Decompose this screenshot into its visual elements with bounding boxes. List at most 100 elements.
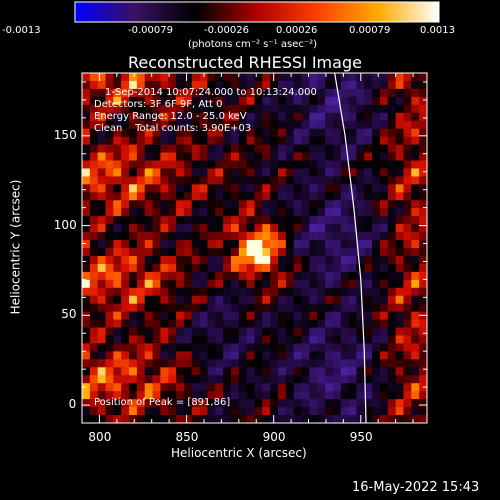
heatmap-cell — [121, 96, 130, 106]
heatmap-cell — [191, 208, 201, 217]
heatmap-cell — [262, 168, 271, 177]
heatmap-cell — [372, 232, 381, 241]
heatmap-cell — [82, 184, 91, 193]
heatmap-cell — [419, 271, 428, 281]
heatmap-cell — [348, 240, 357, 249]
heatmap-cell — [152, 255, 161, 265]
heatmap-cell — [183, 407, 193, 416]
heatmap-cell — [270, 327, 279, 336]
heatmap-cell — [309, 279, 318, 289]
heatmap-cell — [419, 367, 428, 376]
heatmap-cell — [82, 343, 91, 352]
heatmap-cell — [238, 96, 248, 106]
heatmap-cell — [136, 240, 146, 249]
heatmap-cell — [387, 224, 397, 233]
heatmap-cell — [160, 184, 169, 193]
heatmap-cell — [105, 168, 114, 177]
heatmap-cell — [419, 287, 428, 297]
heatmap-cell — [176, 415, 185, 424]
heatmap-cell — [168, 112, 177, 122]
heatmap-cell — [419, 200, 428, 209]
heatmap-cell — [199, 399, 208, 408]
heatmap-cell — [411, 359, 420, 368]
heatmap-cell — [254, 104, 263, 114]
heatmap-cell — [121, 80, 130, 90]
heatmap-cell — [152, 208, 161, 217]
solar-limb-curve — [334, 72, 367, 424]
heatmap-cell — [411, 240, 420, 249]
heatmap-cell — [176, 184, 185, 193]
heatmap-cell — [356, 96, 365, 106]
heatmap-cell — [199, 271, 208, 281]
heatmap-cell — [387, 120, 397, 130]
heatmap-cell — [168, 240, 177, 249]
x-axis-label: Heliocentric X (arcsec) — [171, 446, 307, 460]
heatmap-cell — [325, 96, 334, 106]
heatmap-cell — [340, 144, 350, 154]
heatmap-cell — [121, 136, 130, 146]
heatmap-cell — [332, 112, 342, 122]
heatmap-cell — [332, 263, 342, 273]
heatmap-cell — [207, 216, 216, 225]
heatmap-cell — [129, 104, 138, 114]
heatmap-cell — [285, 375, 295, 384]
heatmap-cell — [144, 240, 154, 249]
heatmap-cell — [105, 80, 114, 90]
heatmap-cell — [144, 359, 154, 368]
heatmap-cell — [113, 367, 122, 376]
heatmap-cell — [395, 120, 404, 130]
heatmap-cell — [419, 351, 428, 360]
colorbar-tick-label: -0.0013 — [2, 25, 41, 36]
heatmap-cell — [168, 208, 177, 217]
heatmap-cell — [144, 255, 154, 265]
heatmap-cell — [325, 88, 334, 98]
heatmap-cell — [207, 303, 216, 313]
heatmap-cell — [278, 128, 287, 138]
heatmap-cell — [317, 295, 326, 305]
heatmap-cell — [82, 96, 91, 106]
heatmap-cell — [223, 391, 232, 400]
heatmap-cell — [317, 343, 326, 352]
heatmap-cell — [183, 240, 193, 249]
heatmap-cell — [356, 184, 365, 193]
heatmap-cell — [262, 208, 271, 217]
heatmap-cell — [113, 343, 122, 352]
heatmap-cell — [364, 255, 373, 265]
heatmap-cell — [238, 136, 248, 146]
heatmap-cell — [199, 192, 208, 201]
heatmap-cell — [419, 407, 428, 416]
heatmap-cell — [348, 351, 357, 360]
heatmap-cell — [223, 96, 232, 106]
y-tick-label: 0 — [68, 397, 77, 412]
heatmap-cell — [262, 73, 271, 82]
heatmap-cell — [254, 160, 263, 169]
heatmap-cell — [262, 367, 271, 376]
heatmap-cell — [293, 248, 303, 257]
heatmap-cell — [136, 375, 146, 384]
heatmap-cell — [332, 335, 342, 344]
heatmap-cell — [285, 327, 295, 336]
x-tick-label: 950 — [349, 430, 373, 444]
heatmap-cell — [372, 80, 381, 90]
annotation-detectors: Detectors: 3F 6F 9F, Att 0 — [94, 99, 223, 110]
heatmap-cell — [136, 343, 146, 352]
heatmap-cell — [223, 383, 232, 392]
heatmap-cell — [270, 335, 279, 344]
heatmap-cell — [309, 271, 318, 281]
heatmap-cell — [215, 208, 224, 217]
heatmap-cell — [152, 415, 161, 424]
heatmap-cell — [246, 232, 255, 241]
heatmap-cell — [199, 303, 208, 313]
heatmap-cell — [121, 343, 130, 352]
colorbar — [74, 1, 440, 23]
heatmap-cell — [364, 383, 373, 392]
heatmap-cell — [372, 319, 381, 329]
heatmap-cell — [238, 200, 248, 209]
heatmap-cell — [278, 200, 287, 209]
heatmap-cell — [176, 263, 185, 273]
heatmap-cell — [191, 335, 201, 344]
heatmap-cell — [168, 184, 177, 193]
heatmap-cell — [113, 176, 122, 185]
heatmap-cell — [340, 391, 350, 400]
heatmap-cell — [340, 399, 350, 408]
